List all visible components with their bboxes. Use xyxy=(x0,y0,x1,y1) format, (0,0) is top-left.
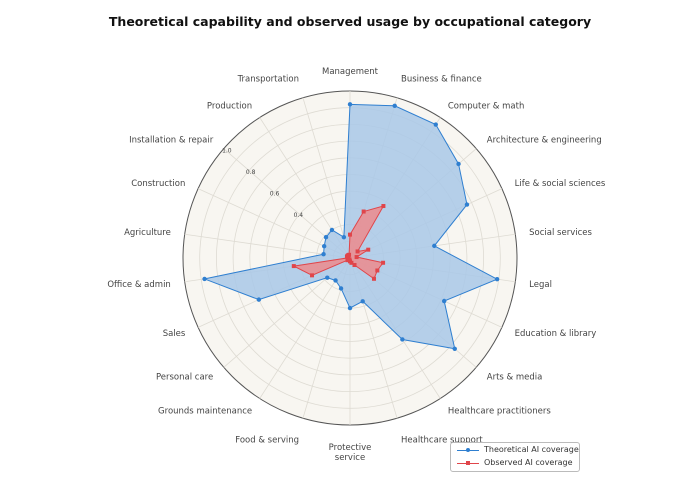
data-point xyxy=(347,305,353,311)
category-label: Arts & media xyxy=(487,373,543,383)
data-point xyxy=(381,260,386,265)
category-label: Agriculture xyxy=(124,228,171,238)
data-point xyxy=(392,103,397,108)
category-label: Construction xyxy=(131,179,185,189)
data-point xyxy=(366,247,371,252)
category-label: Healthcare support xyxy=(401,436,483,446)
data-point xyxy=(321,251,326,257)
legend-label: Theoretical AI coverage xyxy=(484,445,579,454)
data-point xyxy=(352,263,357,268)
category-label: Architecture & engineering xyxy=(487,135,602,145)
data-point xyxy=(452,346,457,351)
category-label: Social services xyxy=(529,228,592,238)
data-point xyxy=(361,209,366,214)
radial-tick-label: 1.0 xyxy=(222,148,232,155)
data-point xyxy=(348,232,352,237)
category-label: Food & serving xyxy=(235,436,299,446)
data-point xyxy=(333,278,338,283)
data-point xyxy=(338,286,344,291)
legend-item-theoretical: Theoretical AI coverage xyxy=(451,443,579,456)
data-point xyxy=(400,337,405,342)
data-point xyxy=(494,276,500,282)
data-point xyxy=(433,122,438,127)
legend-marker-square-icon xyxy=(457,459,479,467)
data-point xyxy=(464,202,470,207)
category-label: Education & library xyxy=(515,329,597,339)
data-point xyxy=(381,204,386,209)
category-label: Healthcare practitioners xyxy=(448,406,552,416)
data-point xyxy=(347,102,353,107)
category-label: Life & social sciences xyxy=(515,179,606,189)
data-point xyxy=(345,258,350,263)
category-label: Computer & math xyxy=(448,102,524,112)
legend-marker-circle-icon xyxy=(457,446,479,454)
radial-tick-label: 0.6 xyxy=(270,191,280,198)
data-point xyxy=(375,268,380,273)
category-label: Protective service xyxy=(329,443,372,463)
legend-label: Observed AI coverage xyxy=(484,458,573,467)
data-point xyxy=(321,244,327,249)
category-label: Grounds maintenance xyxy=(158,406,252,416)
data-point xyxy=(355,249,360,254)
category-label: Business & finance xyxy=(401,74,482,84)
legend: Theoretical AI coverage Observed AI cove… xyxy=(450,442,580,472)
data-point xyxy=(354,255,359,260)
category-label: Production xyxy=(207,102,252,112)
category-label: Office & admin xyxy=(107,280,170,290)
data-point xyxy=(310,273,315,278)
data-point xyxy=(371,276,376,281)
data-point xyxy=(347,252,352,257)
category-label: Installation & repair xyxy=(129,135,214,145)
data-point xyxy=(341,234,347,240)
data-point xyxy=(323,235,329,240)
legend-item-observed: Observed AI coverage xyxy=(451,456,579,469)
data-point xyxy=(202,276,207,282)
data-point xyxy=(456,161,461,167)
grid-spoke xyxy=(302,97,351,259)
data-point xyxy=(291,264,296,269)
category-label: Transportation xyxy=(237,74,299,84)
data-point xyxy=(325,275,330,280)
radial-tick-label: 0.4 xyxy=(294,212,304,219)
chart-title: Theoretical capability and observed usag… xyxy=(108,14,592,29)
radial-tick-label: 0.8 xyxy=(246,169,256,176)
data-point xyxy=(360,299,365,304)
data-point xyxy=(329,227,335,233)
data-point xyxy=(441,298,447,304)
data-point xyxy=(432,243,437,249)
category-label: Sales xyxy=(163,329,186,339)
category-label: Legal xyxy=(529,280,552,290)
data-point xyxy=(256,297,262,302)
category-label: Management xyxy=(322,67,379,77)
category-label: Personal care xyxy=(156,373,213,383)
